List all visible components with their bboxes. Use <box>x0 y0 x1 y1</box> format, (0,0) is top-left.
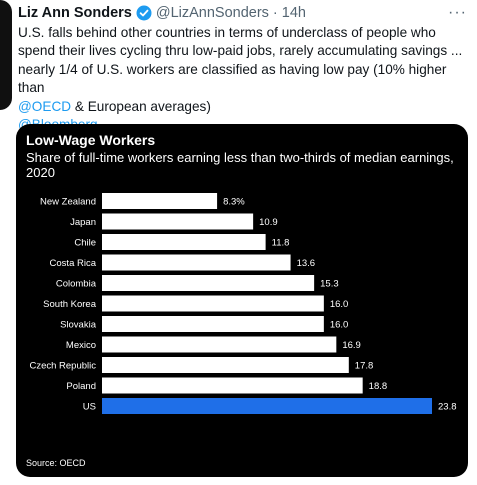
bar <box>102 336 337 353</box>
chart-subtitle: Share of full-time workers earning less … <box>26 150 454 180</box>
author-name[interactable]: Liz Ann Sonders <box>18 5 132 21</box>
value-label: 8.3% <box>223 197 245 208</box>
value-label: 13.6 <box>297 258 316 269</box>
category-label: Slovakia <box>60 320 97 331</box>
bar <box>102 398 432 414</box>
value-label: 10.9 <box>259 217 278 228</box>
category-label: Czech Republic <box>29 361 96 372</box>
value-label: 11.8 <box>272 238 290 249</box>
separator-dot: · <box>272 5 278 21</box>
tweet-text-line: U.S. falls behind other countries in ter… <box>18 25 436 40</box>
chart-source: Source: OECD <box>26 458 86 468</box>
category-label: Chile <box>74 238 96 249</box>
category-label: South Korea <box>43 299 97 310</box>
category-label: Costa Rica <box>50 258 97 269</box>
tweet-header: Liz Ann Sonders @LizAnnSonders · 14h <box>18 4 306 22</box>
category-label: Japan <box>70 217 96 228</box>
bar <box>102 357 349 373</box>
chart-image-card[interactable]: Low-Wage Workers Share of full-time work… <box>16 124 468 477</box>
tweet-text-line: @OECD & European averages) <box>18 98 470 116</box>
value-label: 23.8 <box>438 402 457 413</box>
tweet-text: U.S. falls behind other countries in ter… <box>18 24 470 134</box>
category-label: Poland <box>66 381 96 392</box>
bar <box>102 254 291 271</box>
bar-chart: New Zealand 8.3% Japan 10.9 Chile 11.8 Costa R… <box>29 193 457 414</box>
value-label: 16.0 <box>330 320 349 331</box>
more-options-icon[interactable]: ··· <box>448 4 467 21</box>
category-label: New Zealand <box>40 197 96 208</box>
value-label: 16.0 <box>330 299 349 310</box>
mention-oecd-link[interactable]: @OECD <box>18 98 72 114</box>
category-label: Mexico <box>66 340 96 351</box>
avatar[interactable] <box>0 0 12 110</box>
author-handle[interactable]: @LizAnnSonders <box>155 5 269 21</box>
bar <box>102 377 363 394</box>
bar <box>102 316 324 332</box>
bar <box>102 234 266 250</box>
category-label: Colombia <box>56 279 97 290</box>
bar <box>102 295 324 312</box>
tweet-text-segment: & European averages) <box>71 98 211 114</box>
tweet-text-line: spend their lives cycling thru low-paid … <box>18 43 463 59</box>
verified-badge-icon <box>136 5 152 21</box>
bar <box>102 275 315 291</box>
bar <box>102 213 254 230</box>
value-label: 18.8 <box>369 381 388 392</box>
value-label: 17.8 <box>355 361 374 372</box>
value-label: 16.9 <box>342 340 361 351</box>
bar <box>102 193 218 209</box>
category-label: US <box>83 402 96 413</box>
value-label: 15.3 <box>320 279 339 290</box>
chart-title: Low-Wage Workers <box>26 132 156 148</box>
tweet-timestamp[interactable]: 14h <box>281 5 306 21</box>
tweet-text-line: nearly 1/4 of U.S. workers are classifie… <box>18 61 447 96</box>
